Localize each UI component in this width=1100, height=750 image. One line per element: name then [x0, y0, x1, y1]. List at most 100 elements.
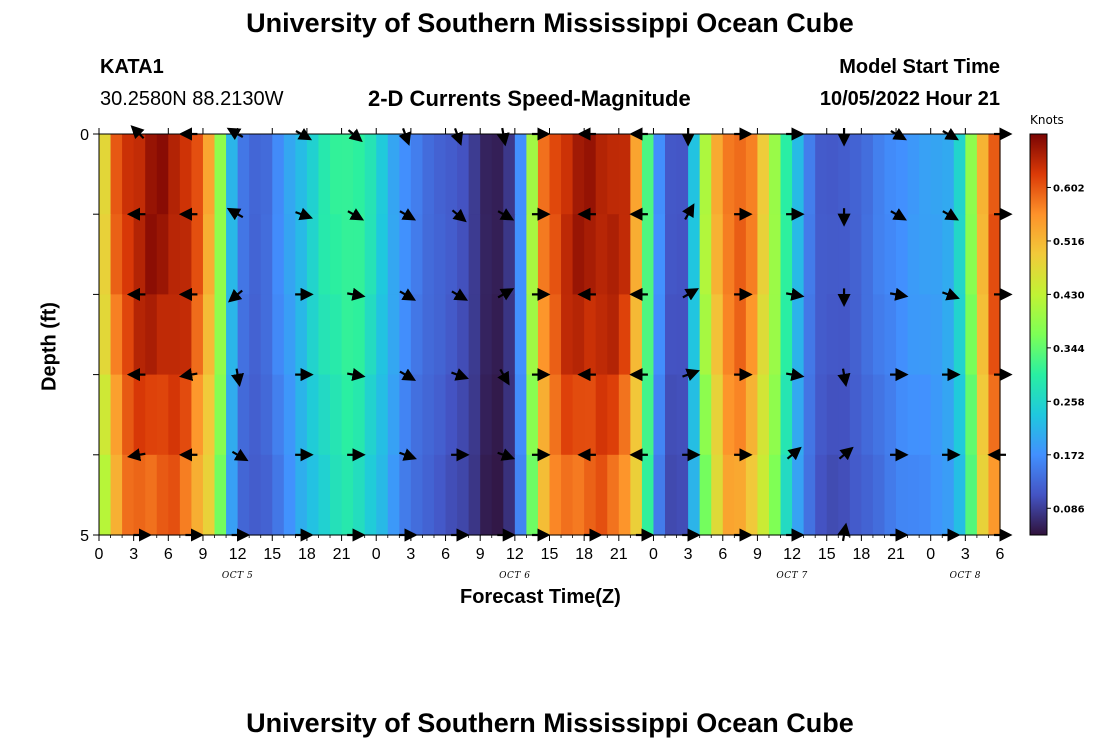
heatmap-cell — [341, 374, 354, 456]
x-tick-label: 9 — [199, 546, 208, 563]
heatmap-cell — [168, 214, 181, 295]
heatmap-cell — [815, 134, 828, 215]
heatmap-cell — [202, 294, 216, 376]
heatmap-cell — [168, 294, 181, 376]
heatmap-cell — [433, 454, 447, 536]
heatmap-cell — [815, 294, 828, 376]
heatmap-cell — [665, 454, 678, 536]
current-arrow — [889, 287, 909, 301]
heatmap-cell — [630, 374, 643, 456]
heatmap-cell — [214, 294, 227, 376]
heatmap-cell — [457, 294, 470, 376]
heatmap-cell — [122, 134, 135, 215]
current-arrow — [227, 288, 243, 303]
heatmap-cell — [133, 374, 146, 456]
heatmap-cell — [341, 214, 354, 295]
heatmap-cell — [99, 214, 112, 295]
current-arrow — [785, 367, 805, 381]
heatmap-cell — [618, 214, 631, 295]
heatmap-cell — [572, 134, 585, 215]
x-tick-label: 18 — [298, 546, 316, 563]
heatmap-cell — [561, 374, 574, 456]
current-arrow — [347, 208, 365, 221]
heatmap-cell — [884, 454, 897, 536]
heatmap-cell — [896, 374, 909, 456]
heatmap-cell — [676, 134, 689, 215]
heatmap-cell — [826, 134, 839, 215]
heatmap-cell — [364, 294, 377, 376]
heatmap-cell — [780, 454, 793, 536]
heatmap-cell — [942, 454, 955, 536]
heatmap-cell — [445, 214, 458, 295]
heatmap-cell — [364, 214, 377, 295]
heatmap-cell — [699, 134, 712, 215]
heatmap-cell — [376, 454, 389, 536]
heatmap-cell — [480, 294, 493, 376]
heatmap-cell — [226, 294, 239, 376]
x-tick-label: 12 — [783, 546, 801, 563]
heatmap-cell — [145, 214, 158, 295]
heatmap-cell — [653, 454, 666, 536]
heatmap-cell — [872, 134, 886, 215]
heatmap-cell — [561, 214, 574, 295]
heatmap-cell — [561, 294, 574, 376]
heatmap-cell — [930, 214, 943, 295]
heatmap-cell — [191, 134, 204, 215]
heatmap-cell — [514, 454, 527, 536]
heatmap-cell — [491, 454, 504, 536]
heatmap-cell — [699, 214, 712, 295]
date-label: OCT 7 — [776, 571, 807, 581]
heatmap-cell — [734, 294, 747, 376]
heatmap-cell — [468, 134, 481, 215]
heatmap-cell — [214, 134, 227, 215]
heatmap-cell — [110, 214, 123, 295]
heatmap-cell — [433, 374, 447, 456]
heatmap-cell — [468, 374, 481, 456]
heatmap-cell — [376, 294, 389, 376]
date-label: OCT 5 — [222, 571, 253, 581]
heatmap-cell — [907, 214, 920, 295]
heatmap-cell — [953, 134, 966, 215]
heatmap-cell — [572, 454, 585, 536]
heatmap-cell — [249, 454, 262, 536]
heatmap-cell — [110, 294, 123, 376]
station-id: KATA1 — [100, 56, 164, 78]
heatmap-cell — [745, 294, 759, 376]
current-arrow — [231, 448, 249, 462]
heatmap-cell — [722, 214, 735, 295]
current-arrow — [295, 207, 313, 221]
heatmap-cell — [99, 374, 112, 456]
heatmap-cell — [283, 374, 296, 456]
heatmap-cell — [607, 294, 620, 376]
heatmap-cell — [526, 454, 539, 536]
heatmap-cell — [226, 214, 239, 295]
date-label: OCT 8 — [950, 571, 981, 581]
heatmap-cell — [907, 294, 920, 376]
heatmap-cell — [514, 134, 527, 215]
heatmap-cell — [803, 374, 816, 456]
heatmap-cell — [202, 134, 216, 215]
heatmap-cell — [422, 454, 435, 536]
heatmap-cell — [249, 294, 262, 376]
heatmap-cell — [353, 294, 366, 376]
heatmap-cell — [607, 374, 620, 456]
heatmap-cell — [665, 214, 678, 295]
heatmap-cell — [399, 214, 412, 295]
y-tick-label: 5 — [80, 528, 89, 545]
heatmap-cell — [584, 294, 597, 376]
heatmap-cell — [711, 374, 724, 456]
heatmap-cell — [988, 374, 1001, 456]
current-arrow — [837, 368, 851, 388]
heatmap-cell — [595, 454, 608, 536]
current-arrow — [127, 448, 146, 462]
heatmap-cell — [653, 214, 666, 295]
colorbar-tick-label: 0.172 — [1053, 451, 1085, 462]
heatmap-cell — [745, 214, 759, 295]
heatmap-cell — [260, 134, 273, 215]
heatmap-cell — [838, 214, 851, 295]
heatmap-cell — [399, 374, 412, 456]
current-arrow — [785, 287, 805, 301]
heatmap-cell — [699, 374, 712, 456]
heatmap-cell — [387, 454, 400, 536]
heatmap-cell — [722, 454, 735, 536]
